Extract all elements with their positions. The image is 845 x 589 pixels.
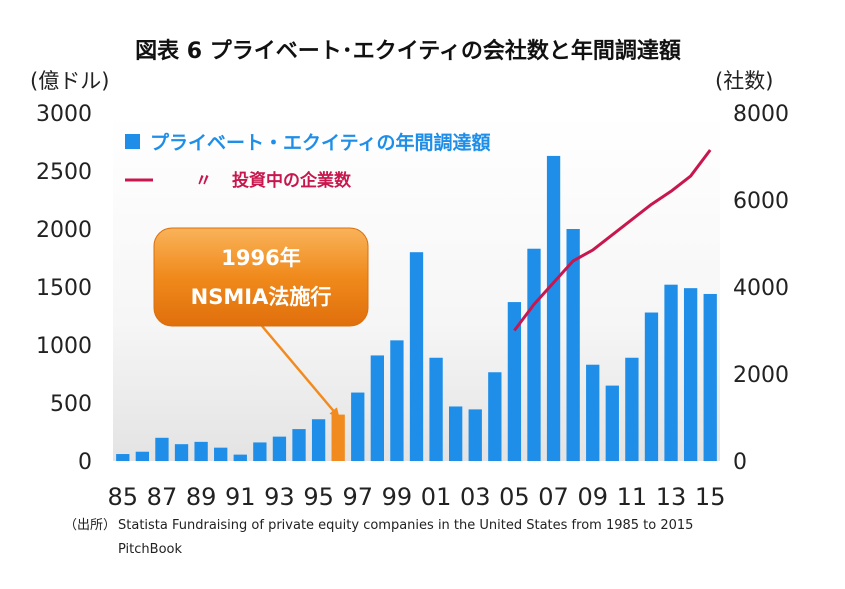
x-tick-label: 09 xyxy=(577,483,608,511)
source-line1: Statista Fundraising of private equity c… xyxy=(118,518,693,533)
x-tick-label: 01 xyxy=(421,483,452,511)
bar xyxy=(683,288,698,461)
legend-line-label: 投資中の企業数 xyxy=(232,170,352,191)
callout-line1: 1996年 xyxy=(221,246,300,270)
x-tick-label: 87 xyxy=(147,483,178,511)
right-tick-label: 6000 xyxy=(733,189,789,214)
callout: 1996年 NSMIA法施行 xyxy=(153,227,369,419)
right-tick-label: 4000 xyxy=(733,276,789,301)
x-tick-label: 05 xyxy=(499,483,530,511)
right-tick-label: 8000 xyxy=(733,102,789,127)
bar xyxy=(546,155,561,462)
x-tick-label: 07 xyxy=(538,483,569,511)
right-tick-label: 2000 xyxy=(733,363,789,388)
right-axis-unit: (社数) xyxy=(715,69,773,93)
bar xyxy=(194,441,208,461)
x-tick-label: 89 xyxy=(186,483,217,511)
bar xyxy=(586,364,600,461)
line-series xyxy=(513,149,712,332)
chart-title: 図表 6 プライベート･エクイティの会社数と年間調達額 xyxy=(135,38,681,64)
x-tick-label: 85 xyxy=(108,483,139,511)
bar xyxy=(272,436,287,461)
bar xyxy=(233,454,247,461)
x-tick-label: 11 xyxy=(617,483,648,511)
left-axis-unit: (億ドル) xyxy=(30,69,109,93)
x-tick-label: 91 xyxy=(225,483,256,511)
legend-bar-label: プライベート・エクイティの年間調達額 xyxy=(150,131,490,154)
bar-highlight xyxy=(331,414,345,461)
bar xyxy=(507,302,522,461)
bar xyxy=(449,406,463,461)
x-axis: 85 87 89 91 93 95 97 99 01 03 05 07 09 11 13 15 xyxy=(108,483,726,511)
bar xyxy=(644,312,659,461)
x-tick-label: 95 xyxy=(303,483,334,511)
bar xyxy=(409,252,424,461)
bar xyxy=(625,357,639,461)
left-tick-label: 3000 xyxy=(36,102,92,127)
callout-line2: NSMIA法施行 xyxy=(191,285,332,309)
bar xyxy=(488,372,502,461)
bar xyxy=(390,340,404,461)
bar xyxy=(468,409,482,461)
bar xyxy=(214,447,228,461)
callout-arrow xyxy=(261,325,340,419)
legend-line-mark: 〃 xyxy=(195,171,212,191)
left-tick-label: 1000 xyxy=(36,334,92,359)
callout-box xyxy=(153,227,369,327)
bar xyxy=(429,357,443,461)
left-tick-label: 0 xyxy=(78,450,92,475)
left-axis: 3000 2500 2000 1500 1000 500 0 xyxy=(36,102,92,475)
right-tick-label: 0 xyxy=(733,450,747,475)
x-tick-label: 13 xyxy=(656,483,687,511)
source-line2: PitchBook xyxy=(118,542,182,557)
bar xyxy=(116,454,130,461)
x-tick-label: 03 xyxy=(460,483,491,511)
bar xyxy=(370,355,384,461)
bar xyxy=(351,392,365,461)
bar xyxy=(311,419,326,461)
bar xyxy=(253,442,267,461)
bar xyxy=(155,437,169,461)
left-tick-label: 2000 xyxy=(36,218,92,243)
x-tick-label: 97 xyxy=(342,483,373,511)
bar xyxy=(135,451,150,461)
right-axis: 8000 6000 4000 2000 0 xyxy=(733,102,789,475)
company-count-line xyxy=(513,149,712,332)
x-tick-label: 93 xyxy=(264,483,295,511)
bar xyxy=(605,385,619,461)
bar xyxy=(703,293,717,461)
bar xyxy=(664,284,678,461)
bar xyxy=(527,248,541,461)
left-tick-label: 1500 xyxy=(36,276,92,301)
x-tick-label: 99 xyxy=(382,483,413,511)
legend-bar-swatch xyxy=(125,134,140,149)
bar xyxy=(566,229,580,461)
left-tick-label: 2500 xyxy=(36,160,92,185)
legend: プライベート・エクイティの年間調達額 〃 投資中の企業数 xyxy=(125,131,490,191)
bar xyxy=(292,429,306,461)
bar-series xyxy=(116,155,717,462)
x-tick-label: 15 xyxy=(695,483,726,511)
source-label: （出所） xyxy=(64,518,116,533)
left-tick-label: 500 xyxy=(50,392,92,417)
bar xyxy=(174,444,189,461)
